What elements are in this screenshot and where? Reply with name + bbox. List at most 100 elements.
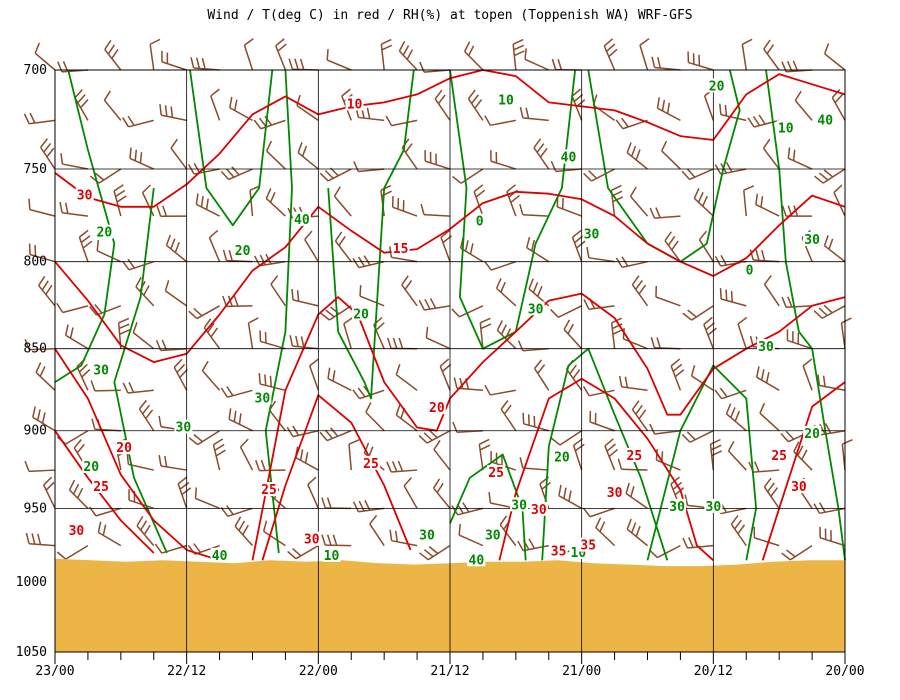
wind-barb-staff [703,324,715,349]
wind-barb-flag [534,359,543,369]
temperature-contour-label: 25 [627,449,643,464]
wind-barb-staff [789,544,813,561]
wind-barb-flag [528,278,534,290]
wind-barb-staff [591,168,615,182]
wind-barb-flag [321,497,326,509]
wind-barb-flag [73,439,82,449]
wind-barb-flag [656,97,661,109]
wind-barb-flag [681,170,691,180]
wind-barb-staff [259,383,286,392]
wind-barb-flag [179,368,188,379]
wind-barb-staff [227,389,253,398]
wind-barb-staff [160,465,187,471]
rh-contour-label-bg [740,262,759,277]
wind-barb-flag [720,255,727,266]
y-tick-label: 950 [24,501,47,516]
wind-barb-flag [188,310,198,320]
wind-barb-flag [666,102,671,114]
wind-barb-staff [754,537,780,547]
wind-barb-flag [238,413,242,425]
wind-barb-flag [265,188,272,199]
wind-barb-staff [28,347,56,351]
wind-barb-flag [823,235,829,246]
wind-barb-flag [719,387,728,398]
wind-barb-staff [720,113,747,122]
wind-barb-flag [398,40,406,52]
wind-barb-flag [822,375,826,387]
wind-barb-flag [550,437,561,446]
wind-barb-flag [253,119,262,130]
wind-barb-flag [418,299,425,311]
wind-barb-flag [332,534,338,546]
wind-barb-staff [297,152,319,170]
wind-barb-staff [762,147,780,170]
wind-barb-flag [682,312,693,321]
wind-barb-flag [428,546,439,555]
wind-barb-flag [657,57,661,69]
wind-barb-staff [173,367,188,391]
wind-barb-flag [41,412,46,424]
wind-barb-staff [655,296,681,307]
wind-barb-flag [31,533,36,545]
wind-barb-flag [475,189,486,198]
wind-barb-flag [74,89,83,99]
wind-barb-flag [684,494,689,506]
wind-barb-flag [568,490,572,502]
wind-barb-flag [269,192,276,203]
rh-contour-label-bg [559,149,578,164]
rh-contour-label-bg [210,547,229,562]
wind-barb-flag [440,229,451,238]
wind-barb-flag [364,500,371,511]
wind-barb-flag [813,310,823,319]
wind-barb-staff [522,467,549,471]
wind-barb-flag [265,140,273,152]
wind-barb-flag [667,235,676,246]
wind-barb-flag [734,519,742,530]
wind-barb-staff [398,50,418,71]
wind-barb-staff [358,168,385,173]
wind-barb-staff [62,163,89,170]
wind-barb-flag [638,284,647,295]
wind-barb-staff [365,411,385,432]
wind-barb-flag [730,515,739,525]
wind-barb-flag [207,322,215,333]
temperature-contour-line [761,381,846,561]
wind-barb-flag [582,507,591,518]
wind-barb-flag [402,45,410,56]
temperature-contour-label: 30 [607,486,623,501]
wind-barb-staff [38,285,56,307]
wind-barb-staff [621,468,648,471]
wind-barb-flag [687,309,697,318]
wind-barb-staff [464,50,484,71]
rh-contour-line [646,364,757,561]
wind-barb-flag [380,38,392,45]
wind-barb-flag [823,304,833,314]
wind-barb-flag [755,366,760,378]
wind-barb-flag [630,145,637,157]
wind-barb-flag [164,280,170,292]
wind-barb-flag [558,484,562,496]
temperature-contour-label-bg [391,241,410,256]
wind-barb-flag [341,88,351,97]
wind-barb-staff [260,340,286,350]
wind-barb-flag [324,429,334,439]
wind-barb-staff [670,365,682,391]
wind-barb-flag [631,400,640,410]
wind-barb-flag [702,195,708,207]
rh-contour-label: 30 [528,302,544,317]
wind-barb-flag [563,319,571,330]
wind-barb-staff [490,160,517,170]
wind-barb-flag [458,524,461,536]
y-tick-label: 850 [24,342,47,357]
wind-barb-flag [519,203,524,215]
wind-barb-flag [299,449,304,461]
wind-barb-flag [787,147,791,159]
x-tick-label: 23/00 [35,664,74,679]
wind-barb-flag [604,438,614,447]
wind-barb-flag [45,284,53,295]
wind-barb-flag [165,234,172,246]
temperature-contour-line [498,377,714,561]
y-tick-label: 1050 [16,645,47,660]
wind-barb-flag [573,438,583,446]
wind-barb-staff [28,469,56,473]
